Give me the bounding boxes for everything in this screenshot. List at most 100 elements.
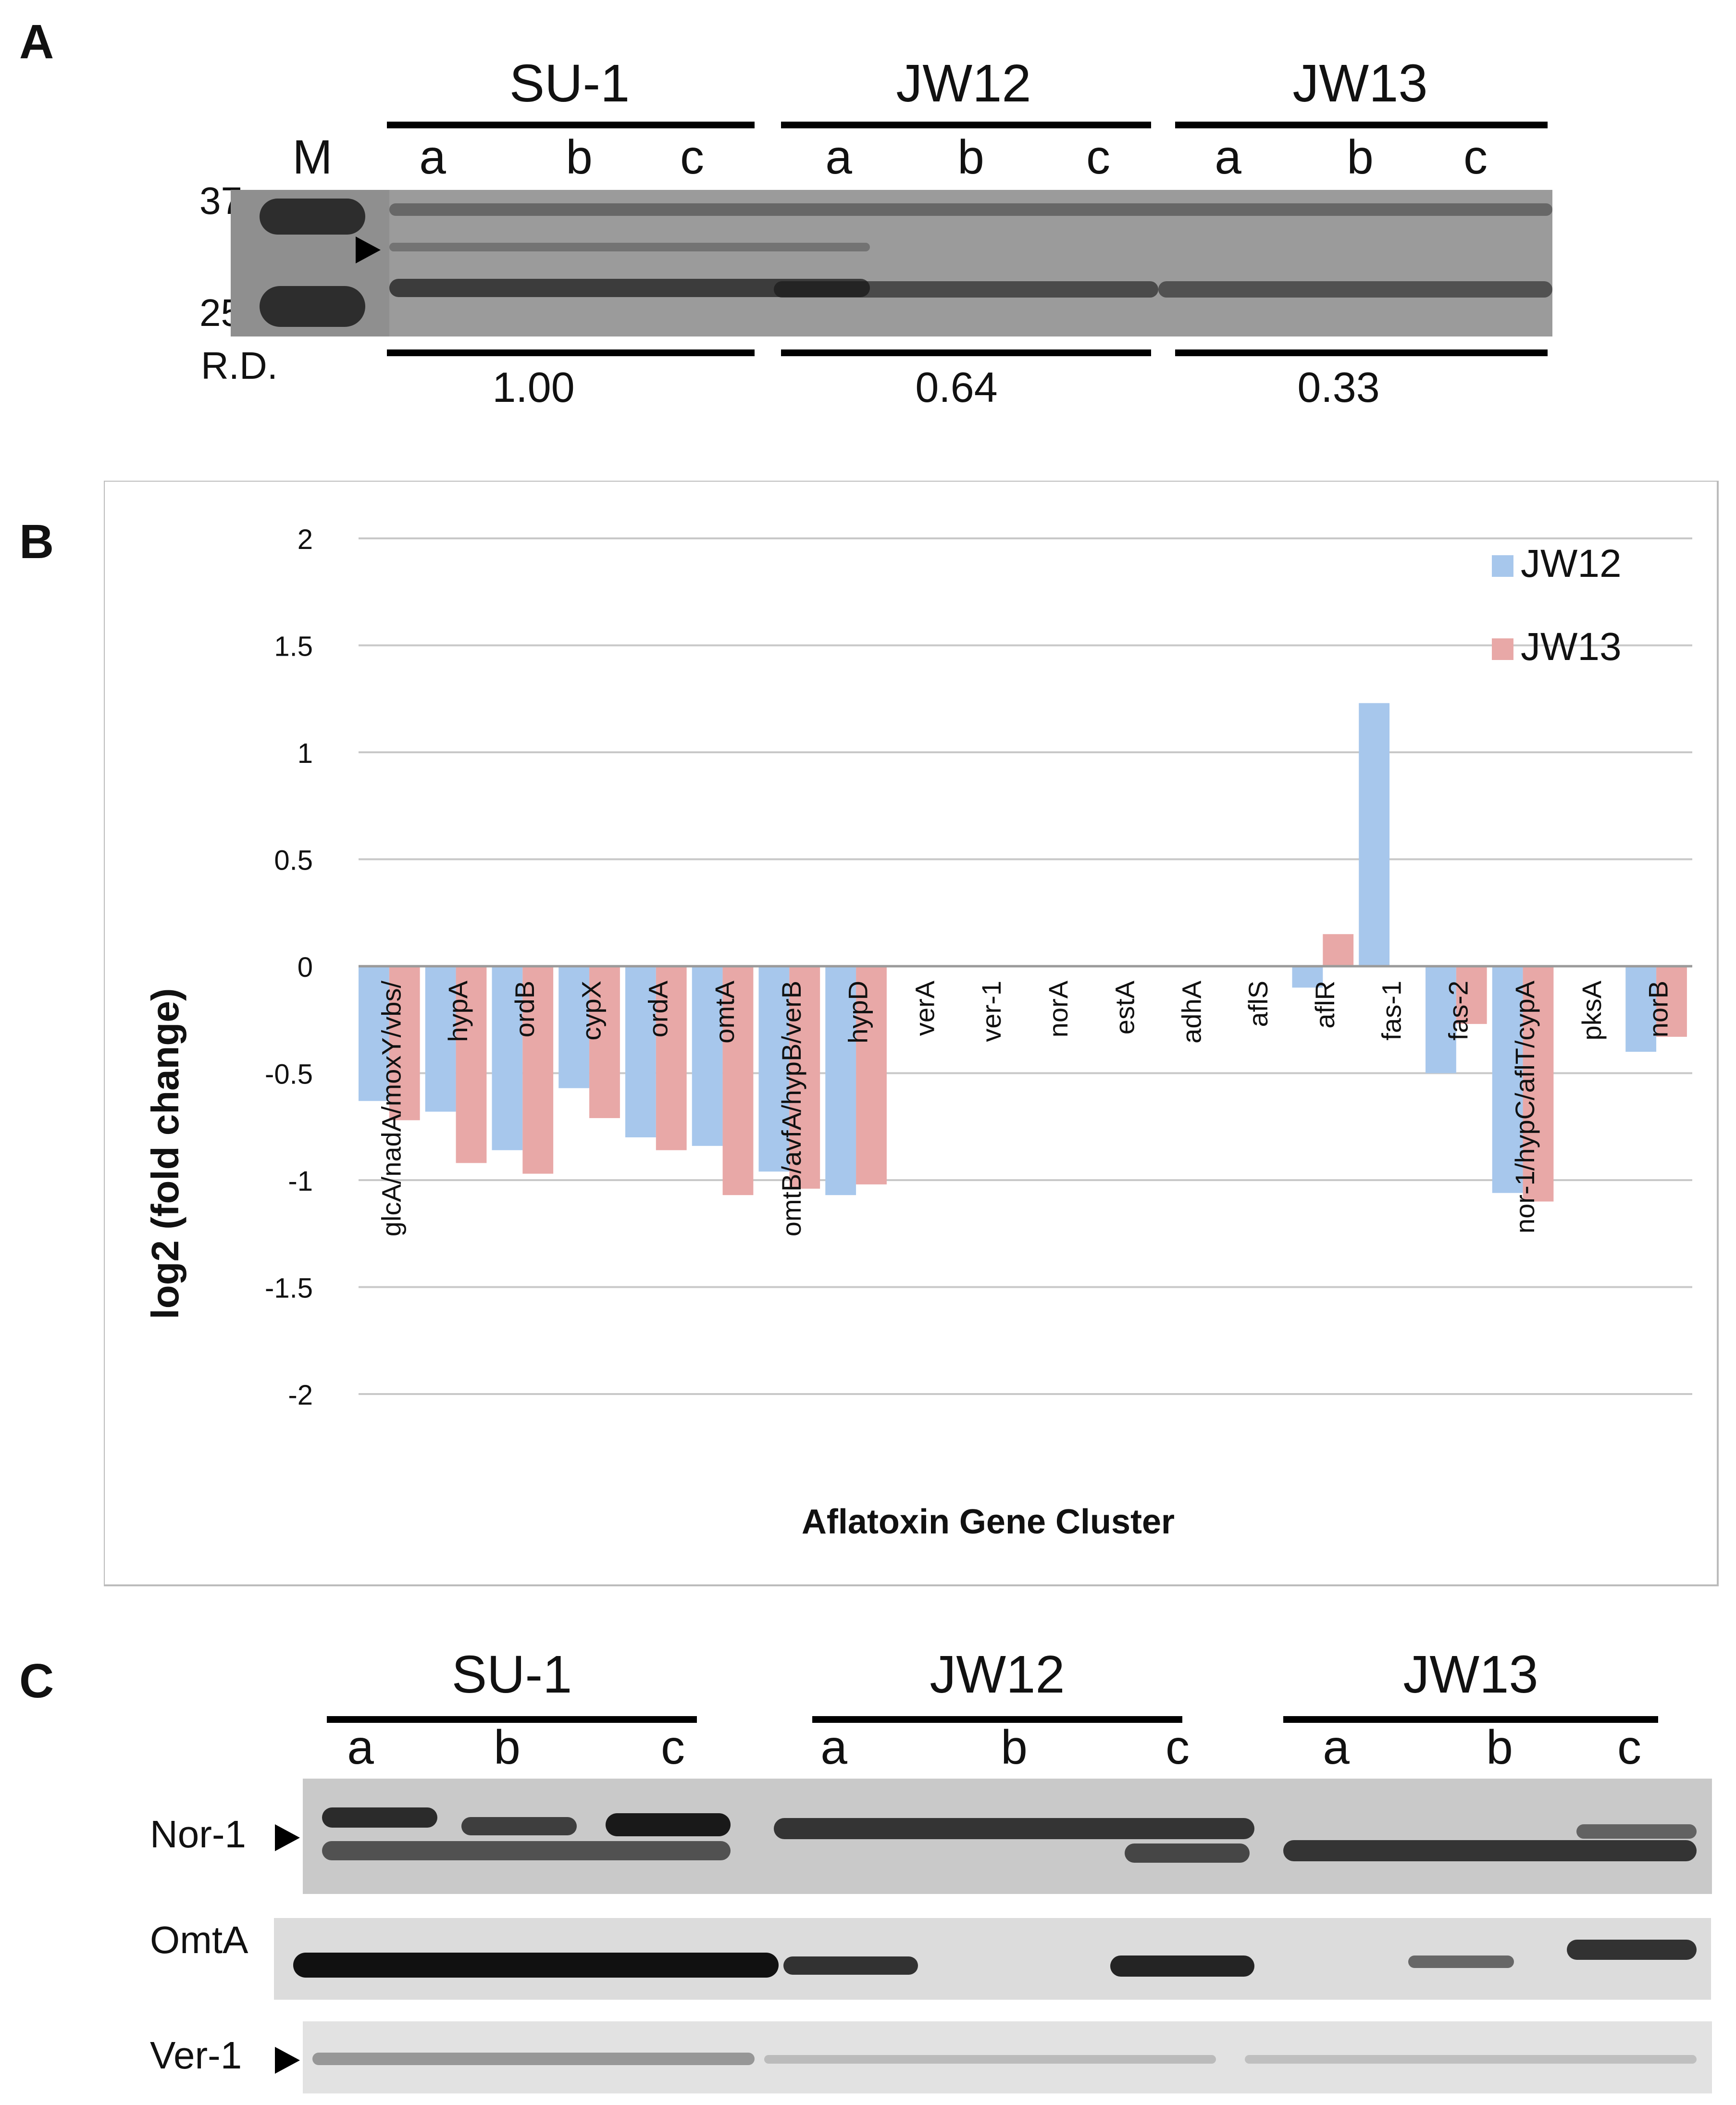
- c-lane-jw12-b: b: [1001, 1720, 1028, 1774]
- legend-swatch-jw12: [1492, 555, 1513, 577]
- rd-label: R.D.: [201, 344, 278, 387]
- c-lane-jw13-c: c: [1617, 1720, 1641, 1774]
- y-tick-label: 2: [298, 524, 313, 555]
- c-lane-jw13-b: b: [1486, 1720, 1513, 1774]
- bar-jw12-17: [1426, 966, 1456, 1073]
- bar-jw12-5: [625, 966, 656, 1137]
- category-label: aflS: [1243, 981, 1273, 1027]
- category-label: omtA: [709, 980, 740, 1043]
- ver1-band-su1: [312, 2053, 755, 2065]
- western-blot-a: [231, 190, 1552, 336]
- y-tick-labels: 2 1.5 1 0.5 0 -0.5 -1 -1.5 -2: [265, 524, 313, 1411]
- marker-band-25: [260, 286, 365, 327]
- category-label: hypA: [443, 980, 473, 1042]
- nor1-band-jw12-c-lower: [1125, 1843, 1250, 1863]
- lane-label-jw13-a: a: [1215, 130, 1241, 184]
- category-label: fas-2: [1443, 981, 1473, 1041]
- category-label: norA: [1043, 980, 1073, 1037]
- band-upper-row: [389, 203, 1552, 216]
- group-bar-jw13: [1175, 122, 1548, 128]
- bar-jw12-16: [1359, 703, 1390, 966]
- c-lane-su1-a: a: [347, 1720, 374, 1774]
- rd-value-jw12: 0.64: [915, 363, 998, 411]
- category-labels: glcA/nadA/moxY/vbs/hypA ordB cypX ordA omtA o…: [376, 980, 1673, 1236]
- lane-label-jw12-a: a: [825, 130, 852, 184]
- c-lane-jw12-a: a: [820, 1720, 847, 1774]
- bar-jw12-8: [825, 966, 856, 1196]
- y-tick-label: -0.5: [265, 1059, 313, 1090]
- omta-band-su1: [293, 1953, 779, 1978]
- c-group-bar-jw13: [1283, 1716, 1658, 1723]
- western-blot-ver1: [303, 2021, 1712, 2093]
- omta-band-jw12-a: [783, 1956, 918, 1975]
- bar-jw13-20: [1656, 966, 1687, 1037]
- lane-label-jw12-c: c: [1086, 130, 1110, 184]
- category-label: adhA: [1176, 980, 1206, 1043]
- marker-lane-label: M: [292, 130, 333, 184]
- bar-jw12-6: [692, 966, 723, 1146]
- ver1-band-jw13: [1245, 2055, 1697, 2064]
- nor1-band-upper-su1-c: [606, 1813, 731, 1836]
- bar-jw13-5: [656, 966, 687, 1150]
- target-band-arrow-a: [356, 237, 381, 263]
- category-label: pksA: [1576, 980, 1607, 1040]
- category-label: hypD: [843, 981, 873, 1044]
- omta-band-jw12-c: [1110, 1956, 1254, 1977]
- category-label: norB: [1643, 981, 1674, 1037]
- bar-jw13-7: [789, 966, 820, 1189]
- bar-jw12-2: [425, 966, 456, 1112]
- y-tick-label: -1.5: [265, 1273, 313, 1304]
- group-label-jw12: JW12: [896, 54, 1031, 113]
- legend: JW12 JW13: [1492, 542, 1622, 669]
- rd-value-jw13: 0.33: [1297, 363, 1380, 411]
- legend-swatch-jw13: [1492, 638, 1513, 660]
- bar-jw12-20: [1625, 966, 1657, 1052]
- category-label: cypX: [576, 981, 607, 1041]
- rd-bar-jw12: [781, 349, 1151, 356]
- category-label: verA: [909, 980, 940, 1036]
- row-label-nor1: Nor-1: [150, 1813, 247, 1856]
- marker-band-37: [260, 199, 365, 235]
- rd-value-su1: 1.00: [492, 363, 575, 411]
- arrow-nor1: [275, 1824, 300, 1851]
- series-jw13: [389, 934, 1687, 1202]
- y-tick-label: 0: [298, 952, 313, 983]
- band-lower-jw12: [774, 281, 1158, 298]
- lane-label-jw13-c: c: [1463, 130, 1488, 184]
- y-tick-label: 1.5: [274, 631, 313, 662]
- bar-jw13-1: [389, 966, 420, 1121]
- legend-label-jw12: JW12: [1521, 542, 1622, 585]
- category-label: glcA/nadA/moxY/vbs/: [376, 981, 406, 1237]
- omta-band-jw13-b: [1408, 1956, 1514, 1968]
- c-lane-jw12-c: c: [1166, 1720, 1190, 1774]
- bar-jw13-15: [1323, 934, 1354, 966]
- ver1-band-jw12: [764, 2055, 1216, 2064]
- y-tick-label: 0.5: [274, 845, 313, 876]
- band-lower-jw13: [1158, 281, 1552, 298]
- nor1-band-jw13-c-upper: [1576, 1824, 1697, 1839]
- c-group-bar-su1: [327, 1716, 697, 1723]
- bar-jw12-4: [558, 966, 590, 1088]
- category-label: fas-1: [1376, 981, 1407, 1041]
- lane-label-jw12-b: b: [957, 130, 984, 184]
- y-tick-label: 1: [298, 738, 313, 769]
- bar-jw13-6: [722, 966, 754, 1196]
- bar-jw12-18: [1492, 966, 1523, 1193]
- lane-label-jw13-b: b: [1347, 130, 1374, 184]
- bar-jw12-3: [492, 966, 523, 1150]
- legend-label-jw13: JW13: [1521, 625, 1622, 669]
- y-tick-label: -1: [288, 1166, 313, 1197]
- bar-jw13-18: [1523, 966, 1554, 1202]
- western-blot-nor1: [303, 1779, 1712, 1894]
- c-lane-su1-b: b: [494, 1720, 521, 1774]
- omta-band-jw13-c: [1567, 1940, 1697, 1960]
- bar-jw12-7: [758, 966, 790, 1172]
- row-label-ver1: Ver-1: [150, 2034, 242, 2077]
- group-bar-jw12: [781, 122, 1151, 128]
- c-lane-jw13-a: a: [1323, 1720, 1350, 1774]
- category-label: ordB: [509, 981, 540, 1037]
- rd-bar-su1: [387, 349, 755, 356]
- bar-jw12-1: [359, 966, 389, 1101]
- category-label: nor-1/hypC/aflT/cypA: [1510, 980, 1540, 1233]
- row-label-omta: OmtA: [150, 1918, 248, 1961]
